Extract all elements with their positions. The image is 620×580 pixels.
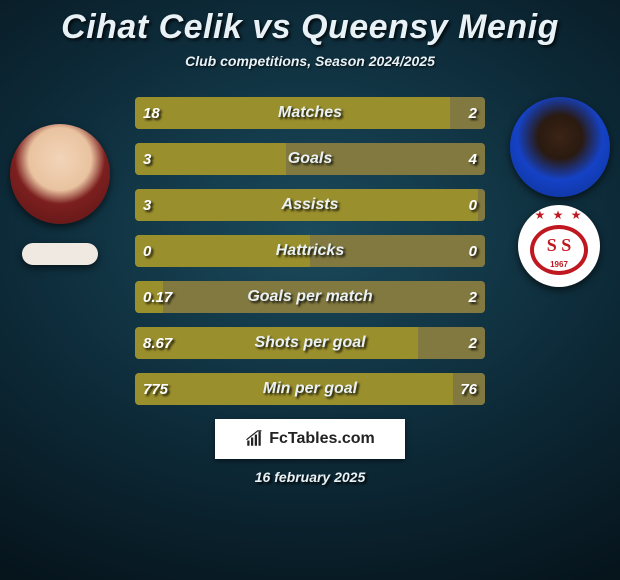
club-badge-year: 1967 (518, 260, 600, 269)
player-left-club-badge (22, 243, 98, 265)
club-badge-stars-icon: ★ ★ ★ (518, 208, 600, 222)
metric-row: 8.672Shots per goal (135, 327, 485, 359)
metric-label: Goals (135, 143, 485, 175)
metric-label: Assists (135, 189, 485, 221)
metric-row: 30Assists (135, 189, 485, 221)
metric-label: Min per goal (135, 373, 485, 405)
metric-row: 34Goals (135, 143, 485, 175)
player-left-avatar (10, 124, 110, 224)
content-root: { "title": "Cihat Celik vs Queensy Menig… (0, 0, 620, 580)
club-badge-script: S S (518, 235, 600, 256)
player-right-club-badge: ★ ★ ★ S S 1967 (518, 205, 600, 287)
comparison-date: 16 february 2025 (0, 469, 620, 485)
metric-label: Matches (135, 97, 485, 129)
metric-row: 00Hattricks (135, 235, 485, 267)
branding-chart-icon (245, 430, 263, 448)
metric-label: Goals per match (135, 281, 485, 313)
metric-label: Shots per goal (135, 327, 485, 359)
metric-row: 0.172Goals per match (135, 281, 485, 313)
branding-text: FcTables.com (269, 430, 375, 448)
metric-row: 182Matches (135, 97, 485, 129)
comparison-title: Cihat Celik vs Queensy Menig (0, 0, 620, 47)
comparison-stage: ★ ★ ★ S S 1967 182Matches 34Goals 30Assist… (0, 97, 620, 405)
player-right-avatar (510, 97, 610, 197)
metric-label: Hattricks (135, 235, 485, 267)
comparison-subtitle: Club competitions, Season 2024/2025 (0, 53, 620, 69)
metric-row: 77576Min per goal (135, 373, 485, 405)
metric-rows: 182Matches 34Goals 30Assists 00Hattricks 0.1… (135, 97, 485, 405)
branding-badge: FcTables.com (215, 419, 405, 459)
